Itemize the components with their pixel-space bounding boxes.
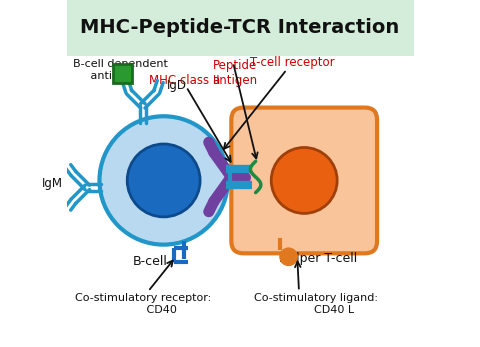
Circle shape [127,144,200,217]
Text: Co-stimulatory receptor:
           CD40: Co-stimulatory receptor: CD40 [75,293,211,315]
Text: Peptide
antigen: Peptide antigen [212,59,257,87]
Circle shape [271,147,337,213]
Text: IgD: IgD [167,78,187,92]
Circle shape [99,116,228,245]
Text: MHC-Peptide-TCR Interaction: MHC-Peptide-TCR Interaction [80,18,400,37]
Circle shape [279,247,298,266]
Text: Helper T-cell: Helper T-cell [279,252,357,264]
Text: IgM: IgM [42,177,63,191]
Text: B-cell dependent
     antigen: B-cell dependent antigen [73,59,168,81]
FancyBboxPatch shape [67,0,413,56]
Text: B-cell: B-cell [132,255,167,268]
Text: Co-stimulatory ligand:
          CD40 L: Co-stimulatory ligand: CD40 L [254,293,378,315]
Bar [113,64,132,83]
FancyBboxPatch shape [231,108,377,253]
Text: MHC class II: MHC class II [149,74,220,87]
Text: T-cell receptor: T-cell receptor [250,57,335,69]
